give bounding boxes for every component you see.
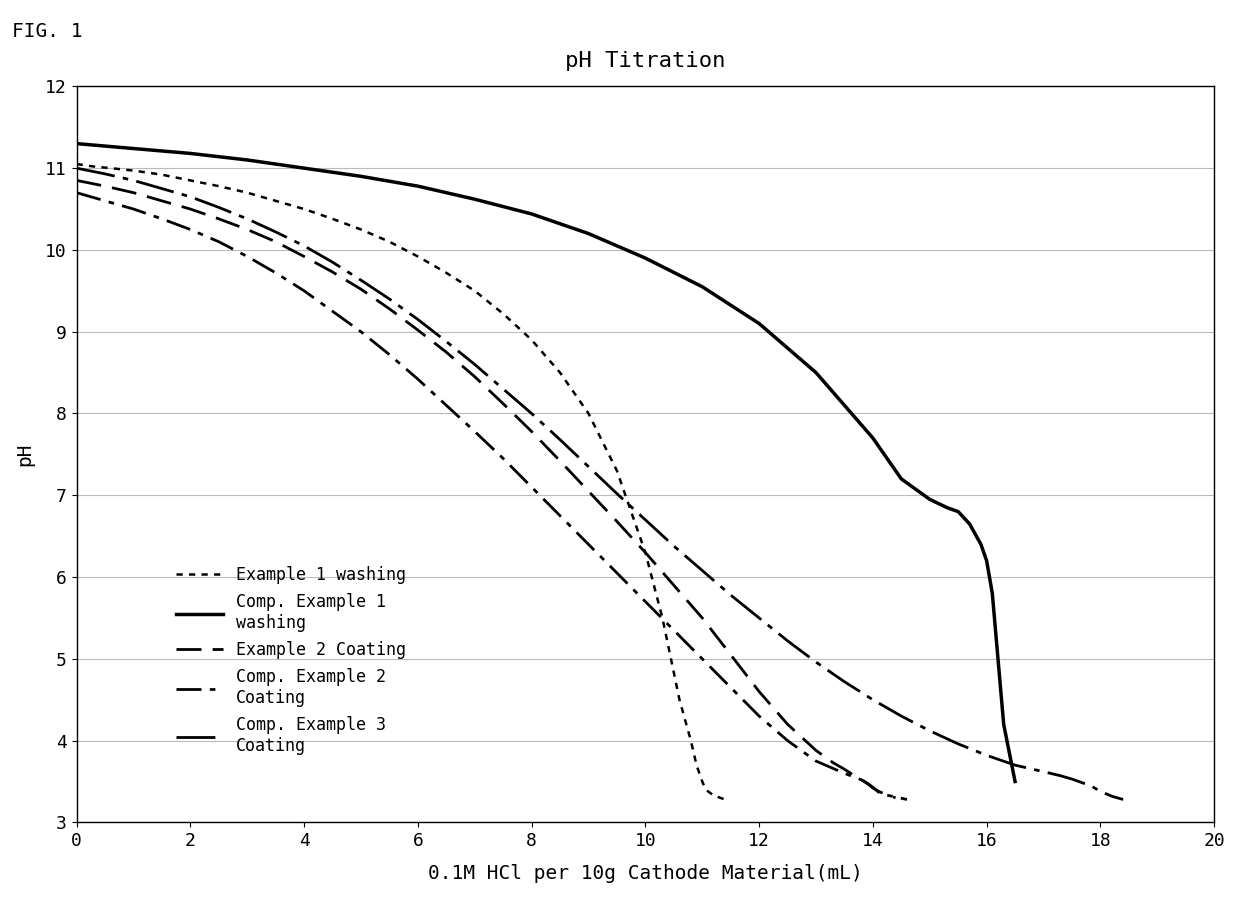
Text: FIG. 1: FIG. 1 — [12, 22, 83, 41]
Y-axis label: pH: pH — [15, 443, 33, 466]
X-axis label: 0.1M HCl per 10g Cathode Material(mL): 0.1M HCl per 10g Cathode Material(mL) — [428, 864, 863, 883]
Title: pH Titration: pH Titration — [565, 51, 725, 71]
Legend: Example 1 washing, Comp. Example 1
washing, Example 2 Coating, Comp. Example 2
C: Example 1 washing, Comp. Example 1 washi… — [176, 566, 405, 755]
